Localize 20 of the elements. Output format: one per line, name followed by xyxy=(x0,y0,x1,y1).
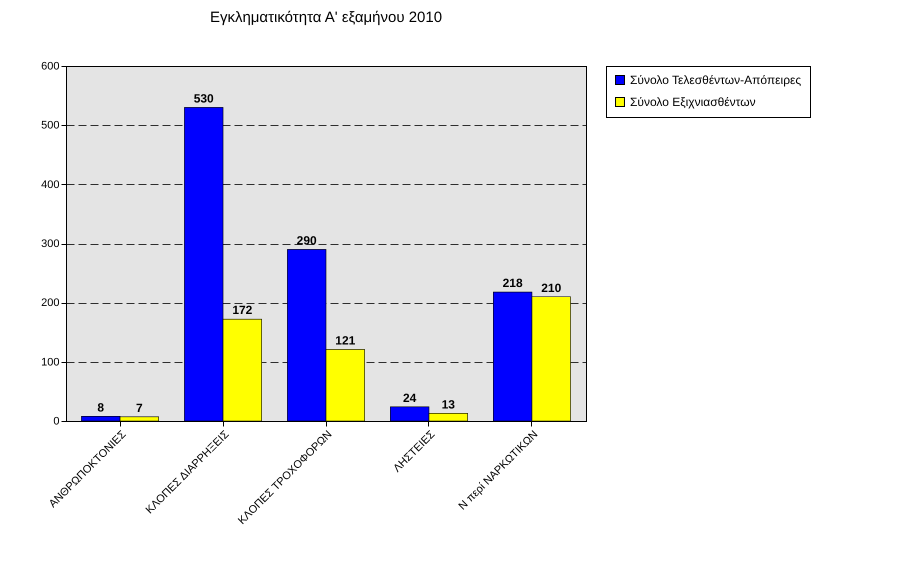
data-label: 7 xyxy=(136,400,144,415)
chart-title: Εγκληματικότητα Α' εξαμήνου 2010 xyxy=(210,9,442,26)
data-label: 290 xyxy=(296,233,318,248)
y-tick-label: 400 xyxy=(41,178,60,191)
legend-label: Σύνολο Εξιχνιασθέντων xyxy=(630,95,756,109)
data-label: 530 xyxy=(194,91,214,106)
data-label: 13 xyxy=(442,397,456,412)
data-label: 8 xyxy=(97,400,104,414)
data-label: 210 xyxy=(541,280,562,295)
y-tick-label: 100 xyxy=(41,356,60,368)
data-label: 121 xyxy=(335,333,356,348)
y-tick-label: 500 xyxy=(41,120,60,132)
data-label: 218 xyxy=(502,276,523,290)
data-label: 24 xyxy=(402,390,417,405)
y-tick-label: 200 xyxy=(41,297,60,310)
y-tick-label: 300 xyxy=(41,238,60,250)
data-label: 172 xyxy=(232,303,253,318)
legend-label: Σύνολο Τελεσθέντων-Απόπειρες xyxy=(630,73,802,87)
y-tick-label: 600 xyxy=(41,60,60,72)
y-tick-label: 0 xyxy=(53,416,60,428)
